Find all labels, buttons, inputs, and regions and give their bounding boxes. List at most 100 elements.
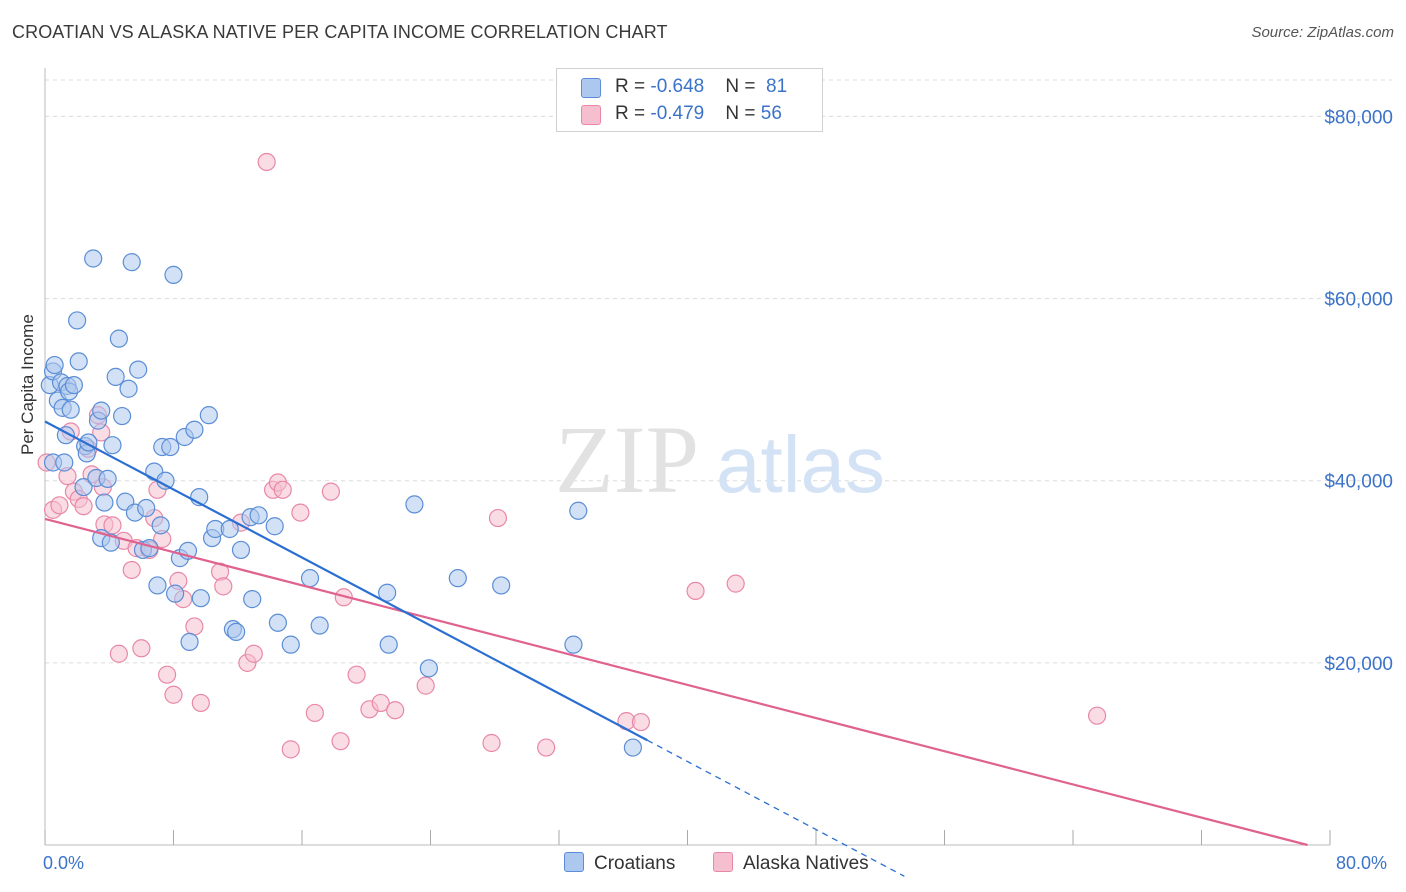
y-axis-title: Per Capita Income [18, 314, 37, 455]
croatian-point-27 [103, 436, 122, 455]
alaska-point-40 [291, 503, 310, 522]
croatians-r-value: -0.648 [650, 76, 705, 97]
croatian-point-33 [122, 253, 141, 272]
alaska-point-55 [686, 581, 705, 601]
stats-legend: R = -0.648 N = 81 R = -0.479 N = 56 [556, 68, 823, 132]
croatian-point-66 [281, 635, 300, 654]
alaska-point-38 [273, 480, 292, 499]
alaska-legend-label: Alaska Natives [743, 853, 869, 874]
alaska-point-28 [185, 617, 204, 636]
croatian-point-71 [405, 495, 424, 514]
alaska-point-15 [109, 644, 128, 663]
croatians-legend-label: Croatians [594, 853, 676, 874]
croatian-point-30 [112, 406, 132, 426]
croatian-point-37 [137, 498, 156, 518]
croatian-point-41 [151, 516, 170, 535]
croatian-point-54 [199, 406, 218, 425]
croatian-point-62 [243, 590, 262, 609]
croatian-trend-extension [647, 739, 905, 877]
alaska-point-29 [191, 693, 210, 713]
source-label: Source: ZipAtlas.com [1251, 24, 1394, 41]
croatian-point-69 [378, 583, 397, 602]
y-tick-label-0: $20,000 [1324, 654, 1393, 675]
alaska-point-2 [50, 496, 69, 515]
croatian-point-67 [300, 569, 320, 588]
alaska-point-7 [74, 497, 93, 516]
croatian-point-46 [166, 584, 185, 603]
croatian-point-25 [98, 469, 117, 488]
y-tick-label-3: $80,000 [1324, 107, 1393, 128]
alaska-point-35 [257, 152, 276, 172]
alaska-point-17 [122, 560, 141, 580]
alaska-legend-swatch [713, 852, 733, 872]
croatian-point-26 [101, 533, 120, 552]
alaska-point-43 [331, 732, 350, 751]
alaska-point-31 [214, 577, 233, 596]
croatians-swatch [581, 78, 601, 98]
croatian-point-43 [156, 471, 175, 490]
croatian-point-53 [191, 589, 210, 608]
alaska-point-50 [482, 733, 501, 753]
croatian-point-15 [74, 477, 93, 497]
alaska-n-label: N = [725, 103, 761, 124]
croatian-point-64 [265, 517, 284, 536]
alaska-n-value: 56 [760, 103, 782, 124]
croatian-point-7 [55, 453, 74, 472]
croatian-point-14 [69, 352, 88, 371]
alaska-point-45 [347, 665, 366, 684]
chart-title: CROATIAN VS ALASKA NATIVE PER CAPITA INC… [12, 22, 668, 42]
croatians-n-value: 81 [766, 76, 788, 97]
alaska-point-49 [416, 676, 435, 695]
croatian-point-63 [249, 506, 268, 525]
alaska-point-54 [631, 712, 651, 732]
grid-lines [45, 79, 1392, 664]
alaska-point-48 [386, 701, 405, 720]
y-tick-labels: $20,000 $40,000 $60,000 $80,000 [1324, 107, 1393, 674]
bottom-legend-croatians: Croatians [564, 852, 675, 875]
croatian-point-51 [185, 420, 204, 439]
bottom-legend-alaska: Alaska Natives [713, 852, 869, 875]
croatian-point-13 [68, 311, 87, 330]
alaska-point-51 [488, 508, 508, 528]
x-tick-max: 80.0% [1336, 853, 1388, 873]
croatian-point-77 [623, 738, 642, 757]
y-tick-label-2: $60,000 [1324, 290, 1393, 311]
alaska-point-56 [726, 574, 745, 593]
alaska-point-42 [321, 482, 341, 501]
croatian-point-24 [95, 493, 114, 512]
alaska-point-34 [244, 644, 263, 663]
croatian-points [40, 249, 642, 757]
croatian-point-76 [569, 501, 588, 520]
croatian-point-75 [564, 635, 583, 654]
alaska-point-39 [281, 740, 300, 759]
croatian-point-74 [492, 576, 511, 595]
croatian-point-11 [61, 400, 80, 419]
alaska-point-24 [157, 665, 177, 684]
croatian-point-32 [119, 379, 138, 398]
croatian-point-3 [45, 355, 64, 375]
y-tick-label-1: $40,000 [1324, 472, 1393, 493]
alaska-point-52 [537, 738, 556, 757]
croatian-point-29 [109, 329, 128, 348]
alaska-point-57 [1087, 706, 1107, 725]
trend-lines [44, 420, 1308, 877]
croatian-trend-line [44, 420, 648, 742]
alaska-r-value: -0.479 [650, 103, 705, 124]
croatian-point-59 [227, 622, 246, 641]
croatians-r-label: R = [615, 76, 651, 97]
croatian-point-70 [379, 635, 398, 654]
croatian-point-12 [64, 375, 84, 395]
alaska-point-25 [164, 685, 183, 704]
alaska-point-19 [132, 639, 151, 658]
croatians-n-label: N = [725, 76, 761, 97]
croatian-point-72 [419, 659, 438, 678]
croatian-point-28 [106, 367, 125, 386]
croatian-point-60 [231, 540, 251, 560]
croatian-point-65 [268, 613, 288, 632]
croatian-point-50 [180, 632, 199, 652]
croatian-point-44 [161, 437, 180, 457]
croatians-legend-swatch [564, 852, 584, 872]
watermark-atlas: atlas [716, 420, 885, 509]
croatian-point-68 [310, 616, 329, 635]
